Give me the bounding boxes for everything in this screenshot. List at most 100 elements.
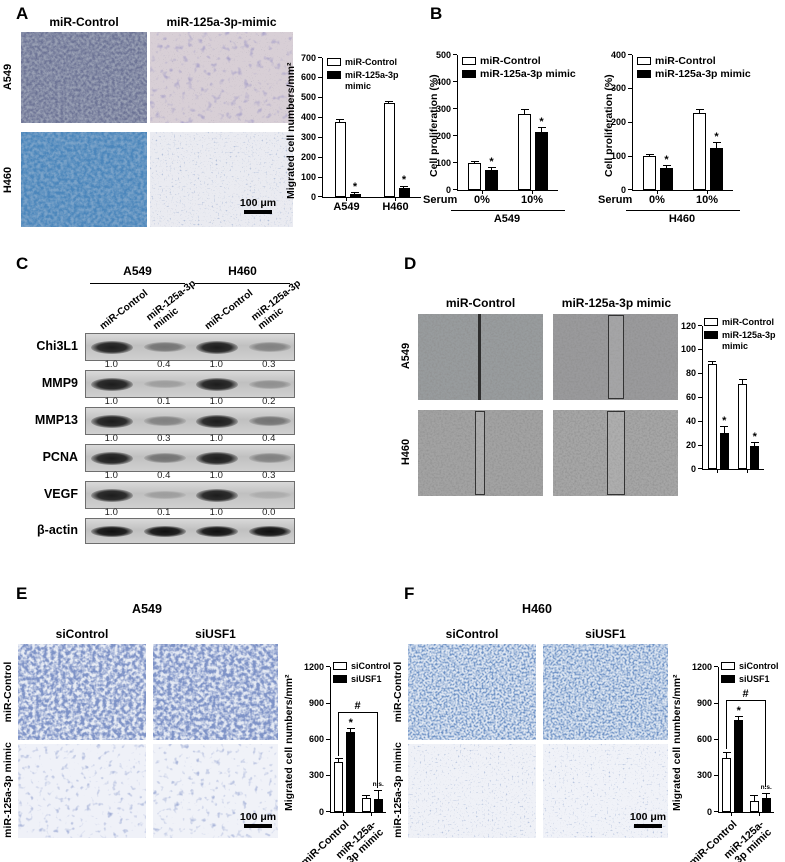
bar [749, 800, 759, 812]
legend-label: siUSF1 [739, 674, 770, 684]
y-tick-label: 900 [308, 697, 324, 708]
significance-mark: * [401, 174, 407, 187]
panel-d-label: D [404, 254, 417, 273]
error-bar [346, 728, 355, 733]
y-tick-label: 0 [310, 191, 316, 202]
y-tick-label: 100 [435, 157, 451, 168]
bar [719, 433, 729, 469]
texture-overlay [408, 744, 536, 838]
panel-d-h460-control-wound-image [418, 410, 543, 496]
panel-a-row-header-a549: A549 [2, 63, 14, 91]
panel-e-label: E [16, 584, 28, 603]
plot-area: * n.s. [718, 667, 774, 813]
plot-area: * * [457, 55, 558, 191]
legend-swatch [704, 318, 718, 326]
error-bar [695, 109, 704, 114]
error-bar [374, 790, 383, 799]
y-tick-label: 120 [680, 320, 696, 331]
protein-band [196, 377, 239, 391]
bar [334, 762, 344, 812]
y-tick-label: 300 [610, 83, 626, 94]
x-axis-prefix-label: Serum [423, 194, 458, 206]
texture-overlay [21, 32, 147, 123]
y-tick-label: 900 [696, 697, 712, 708]
y-tick [318, 116, 322, 118]
element [418, 410, 543, 496]
legend-swatch [462, 57, 476, 65]
legend-entry: siControl [333, 661, 397, 672]
x-group-label: H460 [382, 201, 409, 213]
bracket-line [337, 711, 339, 757]
error-bar [734, 715, 743, 721]
y-tick [714, 738, 718, 740]
significance-mark: * [722, 415, 727, 428]
y-tick [326, 702, 330, 704]
bar [373, 798, 383, 812]
panel-f-scale-bar-text: 100 μm [629, 811, 667, 823]
y-tick [698, 349, 702, 351]
element [553, 410, 678, 496]
y-tick-label: 700 [300, 52, 316, 63]
error-bar [487, 167, 496, 170]
legend-label: miR-Control [655, 55, 716, 67]
error-bar [645, 153, 654, 157]
y-tick-label: 200 [435, 130, 451, 141]
panel-e-col-header-siusf1: siUSF1 [195, 627, 236, 641]
error-bar [470, 160, 479, 163]
significance-mark: n.s. [372, 781, 384, 789]
y-tick-label: 80 [685, 368, 696, 379]
texture-overlay [553, 410, 678, 496]
legend-swatch [721, 662, 735, 670]
texture-overlay [553, 314, 678, 400]
bar [535, 131, 548, 190]
y-tick [628, 189, 632, 191]
panel-e-row-header-mimic: miR-125a-3p mimic [2, 742, 14, 838]
y-tick-label: 100 [300, 171, 316, 182]
y-tick [318, 77, 322, 79]
legend-swatch [721, 675, 735, 683]
error-bar [537, 126, 546, 132]
band-density-value: 0.3 [157, 433, 171, 444]
y-tick [628, 121, 632, 123]
y-tick [453, 189, 457, 191]
band-density-value: 1.0 [104, 470, 118, 481]
y-tick-label: 400 [435, 76, 451, 87]
protein-band [248, 416, 291, 426]
panel-d-col-header-mimic: miR-125a-3p mimic [561, 296, 672, 310]
y-tick [698, 373, 702, 375]
panel-f-col-header-siusf1: siUSF1 [585, 627, 626, 641]
x-tick [346, 198, 347, 201]
bar [750, 446, 760, 469]
y-tick [453, 54, 457, 56]
y-tick-label: 300 [696, 770, 712, 781]
band-density-value: 1.0 [104, 507, 118, 518]
texture-overlay [418, 410, 543, 496]
legend: miR-Control miR-125a-3p mimic [704, 317, 784, 354]
y-axis-label: Migrated cell numbers/mm² [283, 674, 295, 811]
error-bar [708, 360, 717, 365]
y-tick [318, 176, 322, 178]
legend-entry: miR-125a-3p mimic [462, 69, 592, 80]
band-density-value: 0.2 [262, 396, 276, 407]
legend-swatch [704, 331, 718, 339]
legend-label: siControl [351, 661, 391, 671]
protein-band [196, 488, 239, 502]
bar [349, 194, 361, 197]
bar [518, 114, 531, 190]
plot-area: * n.s. [330, 667, 386, 813]
x-tick [343, 813, 345, 816]
y-tick-label: 600 [300, 72, 316, 83]
legend: miR-Control miR-125a-3p mimic [462, 56, 592, 82]
plot-area: * * [322, 58, 421, 198]
band-density-value: 1.0 [209, 507, 223, 518]
element [408, 744, 536, 838]
texture-overlay [153, 644, 278, 740]
panel-a-h460-control-micrograph [21, 132, 147, 227]
x-group-label: 10% [695, 194, 719, 206]
x-tick [656, 191, 658, 194]
panel-d-col-header-control: miR-Control [445, 296, 516, 310]
protein-band [248, 453, 291, 463]
protein-label: MMP9 [41, 376, 78, 390]
y-tick-label: 40 [685, 415, 696, 426]
protein-band [143, 525, 186, 537]
